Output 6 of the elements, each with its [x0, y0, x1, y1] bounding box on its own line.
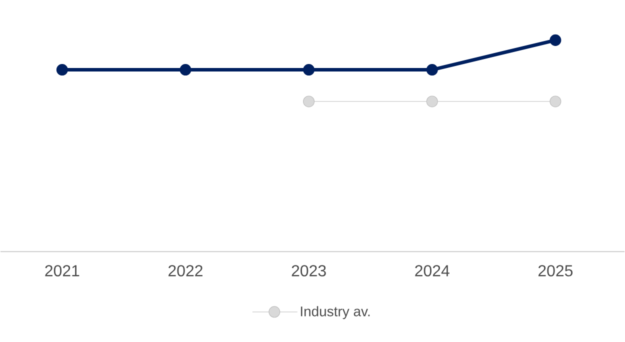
- legend-label: Industry av.: [300, 306, 370, 319]
- x-tick-label: 2025: [538, 264, 573, 276]
- x-tick-label: 2022: [168, 264, 202, 276]
- x-tick-label: 2023: [292, 264, 326, 276]
- x-tick-label: 2021: [45, 264, 80, 276]
- x-tick-label: 2024: [415, 264, 450, 276]
